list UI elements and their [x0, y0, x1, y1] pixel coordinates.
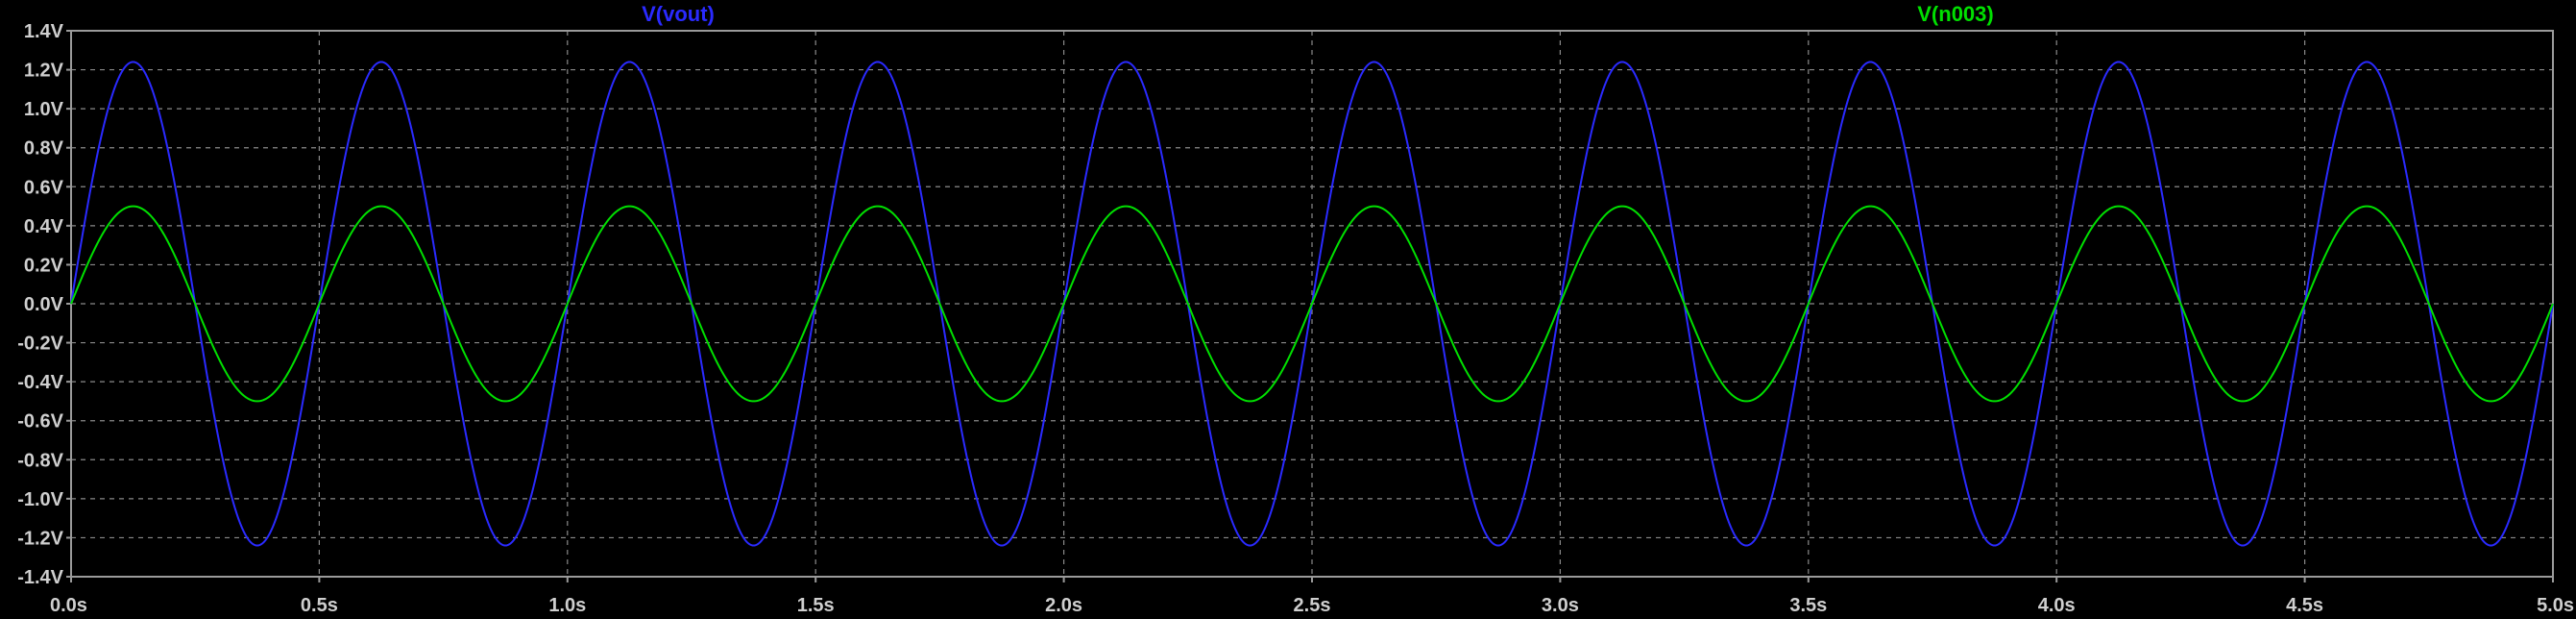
y-tick-label: -1.4V [17, 567, 63, 588]
y-tick-label: 0.8V [24, 138, 64, 160]
x-tick-label: 1.5s [797, 595, 835, 616]
x-tick-label: 0.5s [301, 595, 338, 616]
x-tick-label: 4.5s [2286, 595, 2323, 616]
x-tick-label: 0.0s [50, 595, 87, 616]
y-tick-label: 1.0V [24, 99, 64, 120]
x-tick-label: 4.0s [2038, 595, 2076, 616]
x-tick-label: 1.0s [548, 595, 586, 616]
x-tick-label: 5.0s [2537, 595, 2574, 616]
x-tick-label: 2.5s [1294, 595, 1331, 616]
trace-label-v-n003[interactable]: V(n003) [1917, 2, 1993, 26]
x-tick-label: 2.0s [1045, 595, 1082, 616]
y-tick-label: -1.2V [17, 528, 63, 549]
y-tick-label: 0.4V [24, 216, 64, 237]
y-tick-label: -0.8V [17, 450, 63, 471]
x-tick-label: 3.0s [1542, 595, 1579, 616]
y-tick-label: -0.4V [17, 372, 63, 393]
y-tick-label: 0.2V [24, 255, 64, 276]
trace-label-v-vout[interactable]: V(vout) [642, 2, 715, 26]
y-tick-label: 1.4V [24, 21, 64, 42]
series-line-v-n003 [70, 205, 2554, 403]
y-tick-label: 1.2V [24, 61, 64, 82]
y-tick-label: 0.0V [24, 294, 64, 315]
y-tick-label: 0.6V [24, 177, 64, 198]
x-tick-label: 3.5s [1789, 595, 1827, 616]
y-tick-label: -1.0V [17, 489, 63, 510]
y-tick-label: -0.2V [17, 334, 63, 355]
y-tick-label: -0.6V [17, 411, 63, 433]
